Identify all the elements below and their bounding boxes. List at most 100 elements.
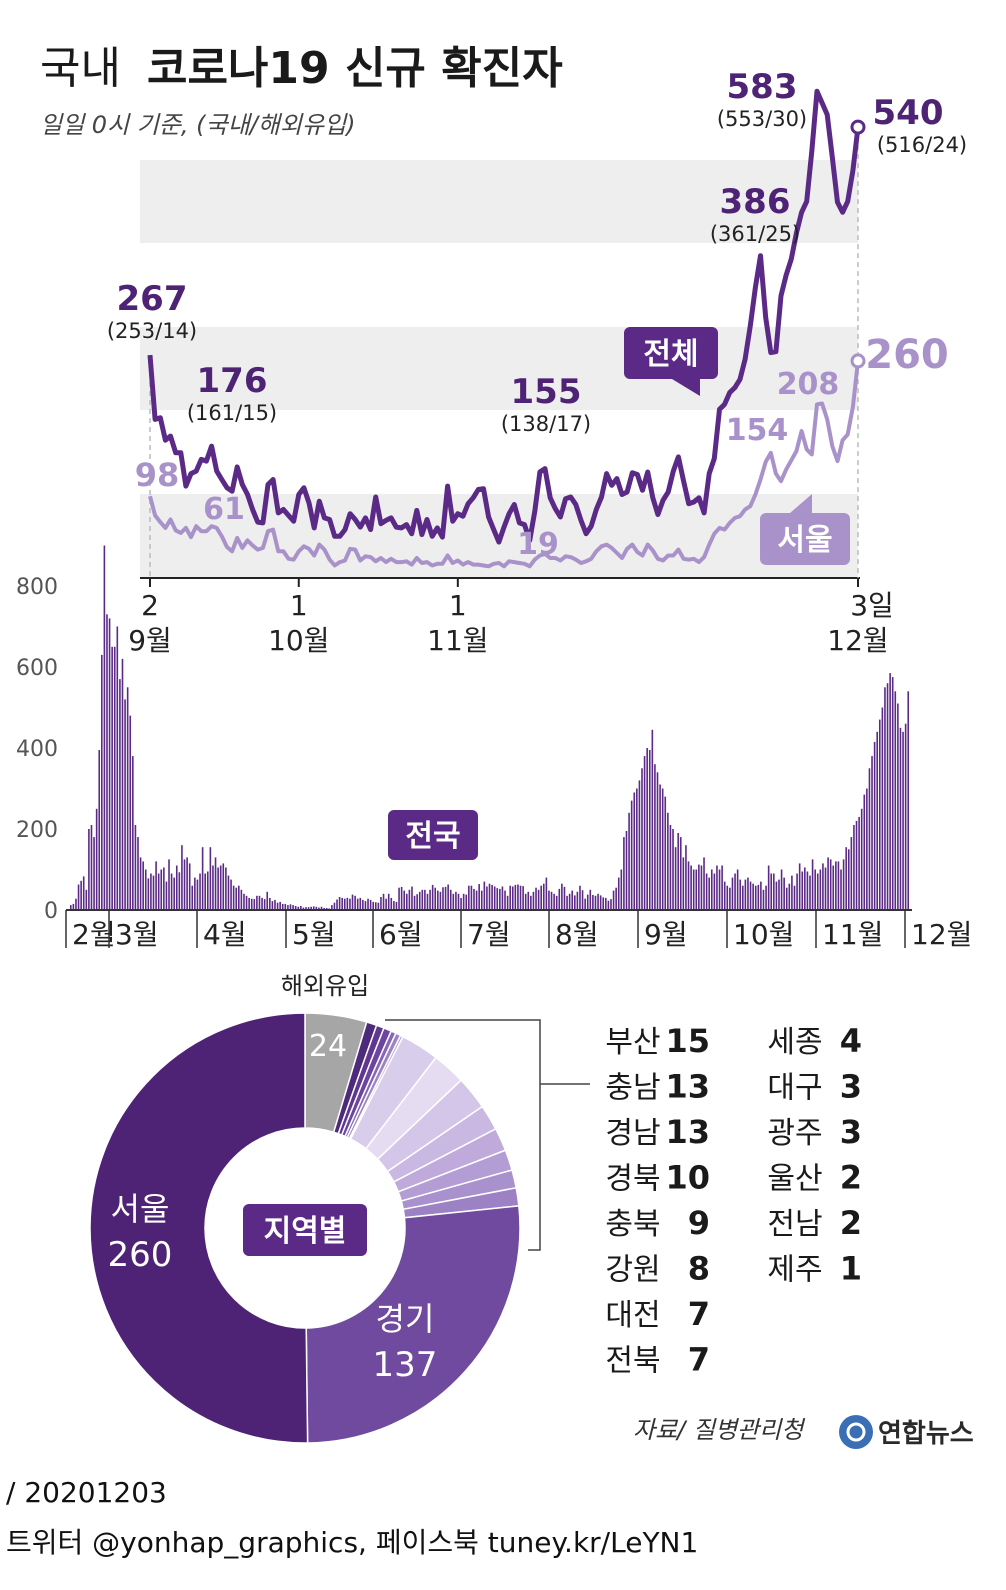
legend-label-1: 충남: [605, 1071, 660, 1106]
bar-day-81: [279, 901, 281, 910]
legend-value-1: 13: [665, 1068, 710, 1106]
bar-day-170: [509, 885, 511, 910]
bar-day-178: [530, 895, 532, 910]
bar-day-223: [646, 748, 648, 910]
bar-day-267: [760, 881, 762, 910]
bar-day-125: [393, 901, 395, 910]
bar-day-234: [674, 847, 677, 910]
legend-value-4: 9: [688, 1204, 710, 1242]
bar-day-266: [757, 884, 760, 910]
bar-day-181: [537, 889, 540, 911]
total-anno-value-2: 155: [511, 372, 582, 412]
bar-day-73: [258, 895, 261, 910]
bar-day-242: [695, 869, 698, 910]
bar-day-281: [796, 873, 798, 910]
legend-value-9: 3: [840, 1068, 862, 1106]
bar-day-245: [703, 857, 705, 911]
bar-day-140: [431, 884, 434, 910]
bar-day-103: [336, 899, 338, 910]
bar-day-264: [752, 883, 754, 910]
bar-day-112: [359, 897, 362, 911]
donut-chart: [88, 1012, 521, 1444]
total-anno-value-0: 267: [117, 279, 188, 319]
bar-day-35: [160, 869, 163, 910]
callout-overseas-label: 해외유입: [281, 972, 369, 1000]
bar-day-6: [85, 889, 88, 911]
bar-day-265: [754, 885, 757, 910]
bar-day-95: [315, 906, 318, 910]
bar-day-287: [811, 859, 814, 910]
bar-day-217: [630, 800, 633, 910]
bar-day-248: [710, 869, 713, 910]
bar-day-185: [548, 890, 550, 910]
bar-day-89: [300, 906, 302, 911]
bar-day-83: [284, 903, 287, 910]
bar-x-tick-5: 7월: [467, 918, 511, 951]
bar-day-315: [884, 687, 886, 911]
yonhap-logo-ring: [846, 1422, 866, 1442]
bar-day-251: [718, 869, 721, 910]
bar-day-316: [886, 683, 889, 910]
seoul-anno-value-4: 208: [777, 367, 840, 402]
total-badge: 전체: [624, 327, 718, 396]
bar-day-172: [514, 884, 517, 910]
bar-day-8: [90, 825, 93, 911]
legend-value-10: 3: [840, 1113, 862, 1151]
bar-day-314: [881, 707, 884, 910]
bar-day-69: [248, 897, 250, 911]
bar-day-34: [157, 873, 160, 910]
bar-day-32: [152, 875, 155, 910]
bar-day-118: [374, 902, 377, 910]
bar-day-129: [403, 890, 406, 910]
bar-day-313: [878, 719, 881, 910]
total-anno-value-3: 386: [720, 182, 791, 222]
bar-day-255: [729, 887, 731, 910]
bar-day-94: [312, 906, 315, 910]
callout-gyeonggi-value: 137: [373, 1345, 438, 1385]
bar-day-117: [372, 901, 374, 910]
bar-day-171: [511, 886, 514, 910]
bar-day-222: [643, 756, 646, 910]
bar-day-247: [708, 877, 710, 910]
bar-x-tick-8: 10월: [733, 918, 794, 951]
bar-day-184: [545, 877, 548, 910]
bar-day-145: [444, 886, 447, 910]
bar-day-124: [390, 897, 393, 911]
bar-day-279: [791, 875, 793, 910]
bar-day-0: [70, 905, 72, 910]
bar-day-40: [173, 877, 175, 910]
bar-day-189: [558, 888, 561, 910]
legend-label-9: 대구: [767, 1071, 822, 1106]
bar-day-136: [421, 889, 424, 911]
bar-y-tick-4: 800: [16, 575, 58, 600]
callout-gyeonggi-label: 경기: [376, 1300, 435, 1338]
bar-day-138: [426, 893, 429, 910]
bar-day-25: [134, 825, 137, 911]
bar-day-195: [574, 895, 576, 910]
bar-day-121: [382, 893, 385, 910]
bar-day-105: [341, 897, 343, 911]
legend-label-8: 세종: [767, 1025, 822, 1060]
bar-day-141: [434, 887, 437, 910]
bar-day-212: [617, 877, 620, 910]
bar-day-2: [75, 898, 77, 910]
bar-day-215: [625, 831, 628, 910]
yonhap-logo-text: 연합뉴스: [878, 1419, 974, 1449]
seoul-anno-value-0: 98: [135, 456, 180, 494]
bar-day-273: [775, 881, 778, 910]
bar-day-310: [871, 756, 873, 910]
bar-day-211: [615, 887, 617, 910]
bar-day-139: [429, 889, 431, 911]
total-anno-detail-3: (361/25): [710, 222, 800, 246]
total-end-marker: [850, 119, 866, 135]
series-total-line: [147, 88, 861, 545]
bar-day-46: [188, 863, 191, 910]
line-guides: [149, 127, 859, 578]
bar-day-262: [747, 877, 749, 910]
bar-day-154: [468, 885, 470, 910]
seoul-anno-value-2: 19: [517, 527, 559, 562]
bar-day-43: [181, 845, 183, 910]
legend-value-3: 10: [665, 1159, 710, 1197]
bar-day-135: [418, 891, 421, 910]
